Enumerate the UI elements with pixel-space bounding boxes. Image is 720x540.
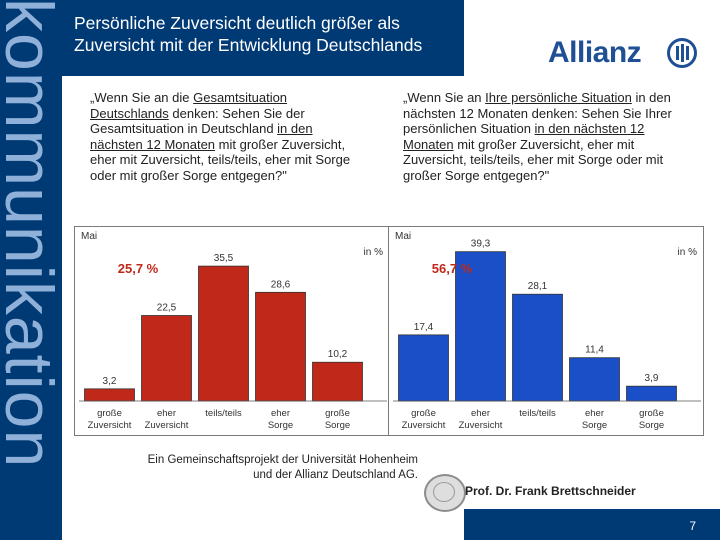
tick-label: große (411, 408, 436, 419)
tick-label: Zuversicht (459, 420, 503, 431)
month-label: Mai (395, 231, 411, 242)
data-label: 17,4 (414, 322, 434, 333)
page-title-line2: Zuversicht mit der Entwicklung Deutschla… (74, 35, 423, 55)
footer-line1: Ein Gemeinschaftsprojekt der Universität… (147, 454, 418, 466)
bar (84, 388, 135, 402)
unit-label: in % (678, 247, 698, 258)
footer-line2: und der Allianz Deutschland AG. (253, 469, 418, 481)
tick-label: eher (271, 408, 290, 419)
chart-right: Mai in % 17,4 große Zuversicht 39,3 eher Zuvers… (388, 226, 704, 436)
tick-label: große (97, 408, 122, 419)
bar (141, 315, 192, 402)
author-name: Prof. Dr. Frank Brettschneider (465, 484, 636, 498)
chart-left: Mai in % 3,2 große Zuversicht 22,5 eher Zuversi… (74, 226, 390, 436)
data-label: 11,4 (585, 345, 604, 356)
page-title-line1: Persönliche Zuversicht deutlich größer a… (74, 13, 400, 33)
data-label: 3,9 (645, 373, 659, 384)
allianz-logo-icon (667, 38, 697, 68)
data-label: 3,2 (103, 376, 117, 387)
month-label: Mai (81, 231, 97, 242)
tick-label: eher (471, 408, 490, 419)
summary-label: 25,7 % (118, 261, 159, 276)
tick-label: Sorge (582, 420, 607, 431)
data-label: 10,2 (328, 349, 348, 360)
tick-label: Zuversicht (145, 420, 189, 431)
allianz-logo-text: Allianz (548, 36, 642, 69)
tick-label: Sorge (268, 420, 293, 431)
tick-label: große (325, 408, 350, 419)
summary-label: 56,7 % (432, 261, 473, 276)
bar (569, 357, 620, 402)
page-title: Persönliche Zuversicht deutlich größer a… (74, 12, 464, 56)
bar (626, 385, 677, 402)
data-label: 22,5 (157, 303, 177, 314)
data-label: 28,6 (271, 279, 291, 290)
sidebar-watermark-text: kommunikation (0, 0, 62, 469)
unit-label: in % (364, 247, 384, 258)
bar (312, 361, 363, 402)
bar (255, 291, 306, 402)
data-label: 39,3 (471, 239, 491, 250)
question-right: „Wenn Sie an Ihre persönliche Situation … (403, 90, 672, 183)
tick-label: teils/teils (519, 408, 556, 419)
footer-bar (464, 509, 720, 540)
data-label: 28,1 (528, 281, 548, 292)
tick-label: eher (585, 408, 604, 419)
university-seal-icon (424, 474, 466, 512)
data-label: 35,5 (214, 253, 234, 264)
bar (512, 293, 563, 402)
tick-label: Zuversicht (88, 420, 132, 431)
sidebar-band: kommunikation (0, 0, 62, 540)
bar (398, 334, 449, 402)
question-left: „Wenn Sie an die Gesamtsituation Deutsch… (90, 90, 351, 183)
bar (198, 265, 249, 402)
footer-note: Ein Gemeinschaftsprojekt der Universität… (118, 453, 418, 483)
tick-label: große (639, 408, 664, 419)
page-number: 7 (689, 519, 696, 533)
tick-label: eher (157, 408, 176, 419)
title-banner: Persönliche Zuversicht deutlich größer a… (62, 0, 464, 76)
tick-label: Zuversicht (402, 420, 446, 431)
tick-label: Sorge (325, 420, 350, 431)
tick-label: teils/teils (205, 408, 242, 419)
tick-label: Sorge (639, 420, 664, 431)
